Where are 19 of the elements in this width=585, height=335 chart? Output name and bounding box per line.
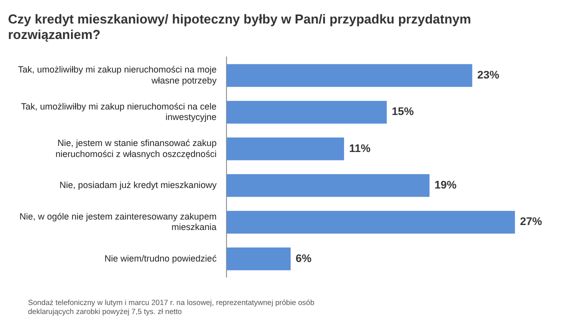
y-tick-label: Nie, jestem w stanie sfinansować zakup nieruchomości z własnych oszczędności [56, 138, 217, 159]
y-tick-label: Tak, umożliwiłby mi zakup nieruchomości na moje własne potrzeby [18, 64, 218, 86]
data-label: 6% [296, 252, 312, 265]
bar [226, 100, 387, 124]
bar [226, 248, 291, 270]
data-label: 15% [392, 106, 414, 118]
bar [226, 210, 515, 234]
data-label: 23% [477, 70, 500, 82]
bar [226, 64, 472, 87]
bar [226, 138, 344, 160]
y-tick-label: Tak, umożliwiłby mi zakup nieruchomości na cele inwestycyjne [20, 101, 217, 122]
bar [226, 174, 430, 197]
y-tick-label: Nie, posiadam już kredyt mieszkaniowy [60, 180, 218, 190]
y-tick-label: Nie wiem/trudno powiedzieć [104, 253, 218, 264]
data-label: 11% [349, 142, 371, 155]
y-tick-label: Nie, w ogóle nie jestem zainteresowany zakupem mieszkania [19, 211, 217, 232]
data-label: 27% [520, 216, 542, 228]
chart-title: Czy kredyt mieszkaniowy/ hipoteczny byłby w Pan/i przypadku przydatnym rozwiązaniem? [8, 11, 472, 42]
data-label: 19% [434, 180, 457, 192]
